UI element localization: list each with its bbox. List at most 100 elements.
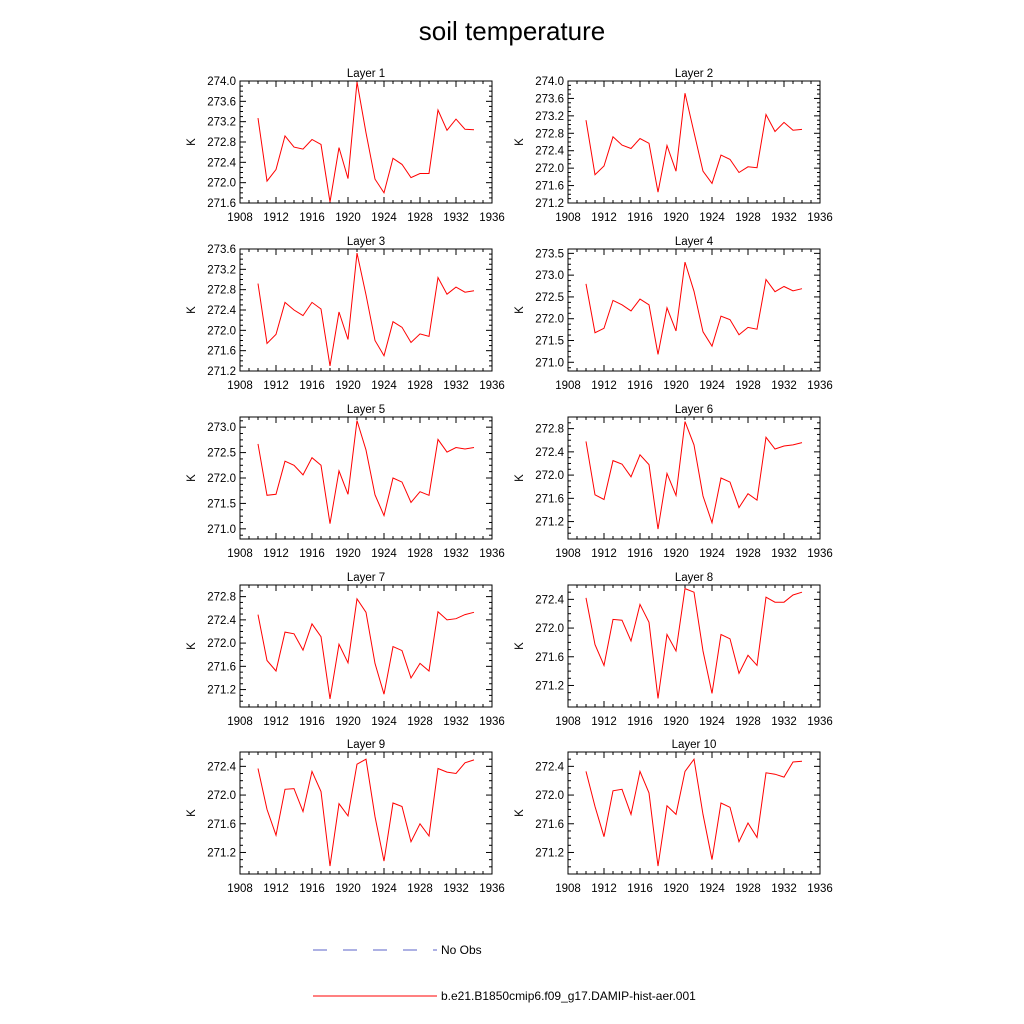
y-tick-label: 272.8 [535,424,564,436]
x-tick-label: 1936 [807,380,833,392]
y-axis-label: K [514,474,526,482]
x-tick-label: 1912 [263,212,289,224]
x-tick-label: 1916 [299,716,325,728]
x-tick-label: 1916 [627,212,653,224]
x-tick-label: 1928 [407,380,433,392]
y-tick-label: 272.4 [535,146,564,158]
y-tick-label: 271.6 [207,819,236,831]
y-tick-label: 272.0 [207,325,236,337]
x-tick-label: 1936 [479,548,505,560]
y-tick-label: 272.4 [535,594,564,606]
x-tick-label: 1924 [371,212,397,224]
y-tick-label: 272.0 [207,473,236,485]
x-tick-label: 1924 [371,548,397,560]
y-tick-label: 272.5 [535,292,564,304]
y-tick-label: 272.0 [535,314,564,326]
y-tick-label: 272.4 [535,761,564,773]
y-tick-label: 272.0 [207,790,236,802]
x-tick-label: 1920 [335,212,361,224]
y-axis-label: K [514,306,526,314]
y-axis-label: K [514,642,526,650]
x-tick-label: 1932 [443,212,469,224]
x-tick-label: 1920 [663,716,689,728]
x-tick-label: 1936 [479,883,505,895]
y-tick-label: 272.0 [535,163,564,175]
x-tick-label: 1912 [591,380,617,392]
x-tick-label: 1932 [771,548,797,560]
x-tick-label: 1908 [555,716,581,728]
y-tick-label: 273.0 [535,270,564,282]
y-tick-label: 272.0 [535,470,564,482]
x-tick-label: 1924 [371,716,397,728]
plot-frame [567,248,821,372]
plot-frame [239,584,493,708]
x-tick-label: 1928 [735,380,761,392]
x-tick-label: 1928 [735,548,761,560]
x-tick-label: 1936 [807,548,833,560]
x-tick-label: 1908 [555,883,581,895]
series-line [257,597,475,699]
series-line [585,261,803,355]
y-tick-label: 271.0 [535,357,564,369]
x-tick-label: 1920 [335,883,361,895]
plot-frame [567,80,821,204]
x-tick-label: 1928 [407,716,433,728]
y-tick-label: 273.6 [207,96,236,108]
panel-10: Layer 10 1908 1912 1916 1920 1924 1928 1932 1936… [514,739,833,895]
x-tick-label: 1912 [263,883,289,895]
y-axis-label: K [186,474,198,482]
series-line [585,757,803,867]
panel-5: Layer 5 1908 1912 1916 1920 1924 1928 1932 1936 2… [186,404,505,560]
y-tick-label: 273.5 [535,248,564,260]
y-tick-label: 271.2 [207,366,236,378]
x-tick-label: 1928 [735,883,761,895]
y-axis-label: K [186,642,198,650]
y-tick-label: 271.5 [207,498,236,510]
panel-title: Layer 6 [675,404,713,416]
plot-frame [239,248,493,372]
series-line [257,252,475,366]
y-tick-label: 273.6 [207,244,236,256]
x-tick-label: 1912 [591,212,617,224]
x-tick-label: 1916 [627,548,653,560]
panel-9: Layer 9 1908 1912 1916 1920 1924 1928 1932 1936 2… [186,739,505,895]
y-tick-label: 272.5 [207,448,236,460]
y-tick-label: 271.2 [535,680,564,692]
x-tick-label: 1924 [371,380,397,392]
plot-frame [239,751,493,875]
x-tick-label: 1908 [227,212,253,224]
y-tick-label: 273.2 [207,117,236,129]
y-tick-label: 272.0 [207,178,236,190]
y-tick-label: 272.8 [207,592,236,604]
x-tick-label: 1928 [407,883,433,895]
series-line [257,758,475,867]
panel-1: Layer 1 1908 1912 1916 1920 1924 1928 1932 1936 2… [186,68,505,224]
y-tick-label: 272.0 [207,638,236,650]
x-tick-label: 1924 [699,380,725,392]
x-tick-label: 1936 [479,716,505,728]
panel-title: Layer 4 [675,236,714,248]
x-tick-label: 1932 [771,883,797,895]
y-tick-label: 271.6 [207,198,236,210]
plot-frame [239,80,493,204]
y-axis-label: K [186,138,198,146]
x-tick-label: 1912 [591,883,617,895]
legend-obs-label: No Obs [441,943,482,957]
y-tick-label: 271.6 [535,493,564,505]
series-line [585,421,803,530]
y-tick-label: 271.6 [535,819,564,831]
panel-title: Layer 8 [675,572,713,584]
x-tick-label: 1924 [699,883,725,895]
x-tick-label: 1932 [443,380,469,392]
x-tick-label: 1936 [807,212,833,224]
y-tick-label: 271.5 [535,336,564,348]
x-tick-label: 1920 [335,548,361,560]
y-axis-label: K [186,306,198,314]
series-line [585,93,803,193]
panel-title: Layer 3 [347,236,385,248]
panel-title: Layer 2 [675,68,713,80]
y-tick-label: 272.4 [535,447,564,459]
x-tick-label: 1932 [443,548,469,560]
y-axis-label: K [514,809,526,817]
